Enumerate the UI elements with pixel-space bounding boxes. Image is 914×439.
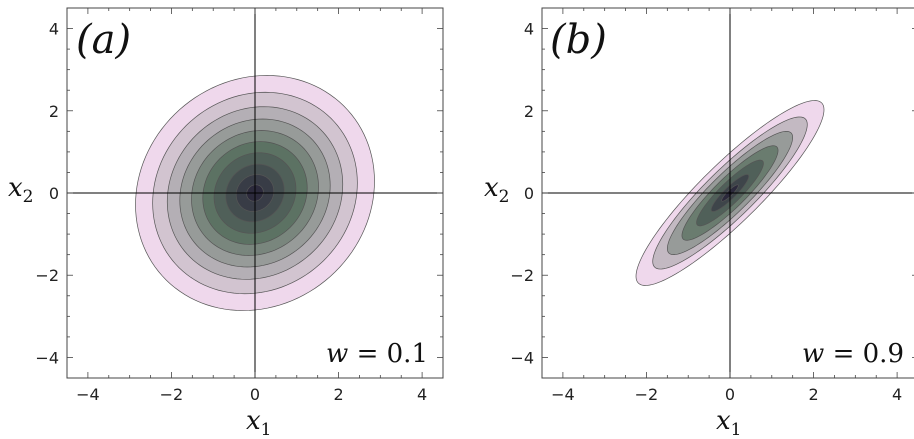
x-axis-label-sub-a: 1 bbox=[261, 420, 272, 439]
y-tick-label-a: 2 bbox=[49, 102, 59, 121]
annotation-eq-a: = bbox=[348, 339, 386, 369]
x-axis-label-sub-b: 1 bbox=[731, 420, 742, 439]
x-tick-label-b: −4 bbox=[551, 385, 575, 404]
annotation-value-a: 0.1 bbox=[387, 339, 428, 369]
x-tick-label-b: −2 bbox=[635, 385, 659, 404]
annotation-eq-b: = bbox=[824, 339, 862, 369]
x-tick-label-a: 2 bbox=[333, 385, 343, 404]
ticks-a: −4 −2 0 2 4 −4 −2 0 2 4 bbox=[35, 7, 444, 404]
x-tick-label-a: −2 bbox=[160, 385, 184, 404]
annotation-a: w = 0.1 bbox=[326, 339, 428, 369]
y-tick-label-b: 2 bbox=[524, 102, 534, 121]
axes-b bbox=[541, 7, 914, 379]
y-tick-label-b: 0 bbox=[524, 184, 534, 203]
axes-a bbox=[66, 7, 444, 379]
x-tick-label-a: −4 bbox=[76, 385, 100, 404]
panel-label-a: (a) bbox=[76, 17, 131, 63]
annotation-value-b: 0.9 bbox=[863, 339, 904, 369]
x-tick-label-a: 4 bbox=[417, 385, 427, 404]
x-tick-label-b: 0 bbox=[725, 385, 735, 404]
x-axis-label-var-b: x bbox=[716, 406, 731, 436]
ticks-b: −4 −2 0 2 4 −4 −2 0 2 4 bbox=[510, 7, 914, 404]
x-tick-label-b: 4 bbox=[892, 385, 902, 404]
x-axis-label-b: x1 bbox=[716, 406, 742, 439]
y-tick-label-a: 0 bbox=[49, 184, 59, 203]
y-axis-label-b: x2 bbox=[484, 173, 510, 207]
y-axis-label-sub-b: 2 bbox=[499, 187, 510, 207]
annotation-var-b: w bbox=[802, 339, 824, 369]
annotation-var-a: w bbox=[326, 339, 348, 369]
annotation-b: w = 0.9 bbox=[802, 339, 904, 369]
y-tick-label-b: 4 bbox=[524, 20, 534, 39]
y-axis-label-sub-a: 2 bbox=[23, 187, 34, 207]
y-axis-label-a: x2 bbox=[8, 173, 34, 207]
y-tick-label-b: −4 bbox=[510, 348, 534, 367]
x-axis-label-var-a: x bbox=[246, 406, 261, 436]
x-tick-label-a: 0 bbox=[250, 385, 260, 404]
y-tick-label-b: −2 bbox=[510, 266, 534, 285]
y-axis-label-var-b: x bbox=[484, 173, 499, 203]
x-axis-label-a: x1 bbox=[246, 406, 272, 439]
y-tick-label-a: −4 bbox=[35, 348, 59, 367]
y-axis-label-var-a: x bbox=[8, 173, 23, 203]
y-tick-label-a: 4 bbox=[49, 20, 59, 39]
y-tick-label-a: −2 bbox=[35, 266, 59, 285]
panel-label-b: (b) bbox=[550, 17, 607, 63]
x-tick-label-b: 2 bbox=[808, 385, 818, 404]
